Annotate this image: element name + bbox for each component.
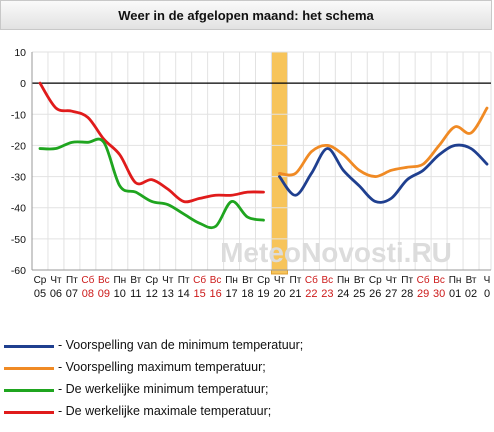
x-day-name: Вт bbox=[354, 275, 365, 286]
x-day-name: Пт bbox=[66, 275, 78, 286]
x-day-number: 27 bbox=[385, 288, 397, 300]
y-tick-label: -20 bbox=[11, 140, 26, 152]
x-day-name: Пн bbox=[113, 275, 126, 286]
legend-swatch bbox=[4, 345, 54, 348]
x-day-number: 22 bbox=[305, 288, 317, 300]
x-day-name: Пт bbox=[178, 275, 190, 286]
chart-series bbox=[38, 81, 489, 230]
x-day-name: Ч bbox=[484, 275, 491, 286]
x-day-number: 10 bbox=[114, 288, 126, 300]
x-day-number: 05 bbox=[34, 288, 46, 300]
x-axis-labels: Ср05Чт06Пт07Сб08Вс09Пн10Вт11Ср12Чт13Пт14… bbox=[34, 274, 491, 300]
x-day-name: Вс bbox=[210, 275, 222, 286]
watermark: MeteoNovosti.RU bbox=[220, 237, 452, 268]
legend-label: - Voorspelling van de minimum temperatuu… bbox=[58, 338, 304, 352]
y-tick-label: -50 bbox=[11, 234, 26, 246]
x-day-number: 06 bbox=[50, 288, 62, 300]
x-day-name: Ср bbox=[145, 275, 158, 286]
x-day-name: Вс bbox=[433, 275, 445, 286]
x-day-number: 24 bbox=[337, 288, 349, 300]
x-day-number: 20 bbox=[273, 288, 285, 300]
x-day-name: Чт bbox=[162, 275, 174, 286]
x-day-name: Сб bbox=[305, 274, 318, 286]
x-day-name: Ср bbox=[369, 275, 382, 286]
x-day-name: Ср bbox=[34, 275, 47, 286]
x-day-name: Сб bbox=[417, 274, 430, 286]
x-day-name: Вс bbox=[98, 275, 110, 286]
x-day-name: Вс bbox=[322, 275, 334, 286]
legend-label: - De werkelijke minimum temperatuur; bbox=[58, 382, 269, 396]
series-line-forecast_min bbox=[278, 143, 489, 204]
chart-title: Weer in de afgelopen maand: het schema bbox=[0, 0, 492, 30]
x-day-name: Сб bbox=[81, 274, 94, 286]
x-day-number: 12 bbox=[146, 288, 158, 300]
x-day-name: Пн bbox=[449, 275, 462, 286]
x-day-number: 0 bbox=[484, 288, 490, 300]
series-line-actual_min bbox=[38, 137, 265, 230]
x-day-number: 07 bbox=[66, 288, 78, 300]
y-tick-label: 0 bbox=[20, 78, 26, 90]
x-day-name: Чт bbox=[50, 275, 62, 286]
x-day-number: 21 bbox=[289, 288, 301, 300]
x-day-number: 26 bbox=[369, 288, 381, 300]
y-tick-label: -60 bbox=[11, 265, 26, 277]
x-day-number: 01 bbox=[449, 288, 461, 300]
x-day-name: Сб bbox=[193, 274, 206, 286]
x-day-name: Пн bbox=[337, 275, 350, 286]
series-line-actual_max bbox=[38, 81, 265, 204]
x-day-number: 09 bbox=[98, 288, 110, 300]
x-day-number: 17 bbox=[225, 288, 237, 300]
x-day-number: 02 bbox=[465, 288, 477, 300]
x-day-number: 11 bbox=[130, 288, 141, 300]
x-day-number: 28 bbox=[401, 288, 413, 300]
x-day-number: 08 bbox=[82, 288, 94, 300]
x-day-name: Пн bbox=[225, 275, 238, 286]
y-tick-label: -30 bbox=[11, 172, 26, 184]
legend-swatch bbox=[4, 367, 54, 370]
legend-item-actual-min: - De werkelijke minimum temperatuur; bbox=[0, 380, 494, 402]
y-tick-label: -10 bbox=[11, 109, 26, 121]
legend-item-forecast-min: - Voorspelling van de minimum temperatuu… bbox=[0, 336, 494, 358]
x-day-number: 18 bbox=[241, 288, 253, 300]
x-day-number: 16 bbox=[209, 288, 221, 300]
legend-label: - De werkelijke maximale temperatuur; bbox=[58, 404, 272, 418]
x-day-name: Вт bbox=[466, 275, 477, 286]
x-day-number: 13 bbox=[162, 288, 174, 300]
temperature-chart: MeteoNovosti.RU 10 0 -10 -20 -30 -40 -50 -60 Ср… bbox=[11, 47, 492, 300]
y-axis-ticks: 10 0 -10 -20 -30 -40 -50 -60 bbox=[11, 47, 26, 277]
x-day-number: 29 bbox=[417, 288, 429, 300]
x-day-number: 14 bbox=[178, 288, 190, 300]
x-day-name: Ср bbox=[257, 275, 270, 286]
legend-swatch bbox=[4, 389, 54, 392]
series-line-forecast_max bbox=[278, 106, 489, 178]
x-day-name: Пт bbox=[290, 275, 302, 286]
x-day-number: 25 bbox=[353, 288, 365, 300]
x-day-name: Пт bbox=[401, 275, 413, 286]
legend-label: - Voorspelling maximum temperatuur; bbox=[58, 360, 266, 374]
y-tick-label: -40 bbox=[11, 203, 26, 215]
x-day-name: Вт bbox=[130, 275, 141, 286]
x-day-number: 30 bbox=[433, 288, 445, 300]
x-day-name: Чт bbox=[274, 275, 286, 286]
x-day-number: 23 bbox=[321, 288, 333, 300]
x-day-number: 19 bbox=[257, 288, 269, 300]
legend-swatch bbox=[4, 411, 54, 414]
legend-item-forecast-max: - Voorspelling maximum temperatuur; bbox=[0, 358, 494, 380]
y-tick-label: 10 bbox=[14, 47, 26, 59]
legend-item-actual-max: - De werkelijke maximale temperatuur; bbox=[0, 402, 494, 424]
x-day-name: Вт bbox=[242, 275, 253, 286]
x-day-number: 15 bbox=[194, 288, 206, 300]
x-day-name: Чт bbox=[386, 275, 398, 286]
